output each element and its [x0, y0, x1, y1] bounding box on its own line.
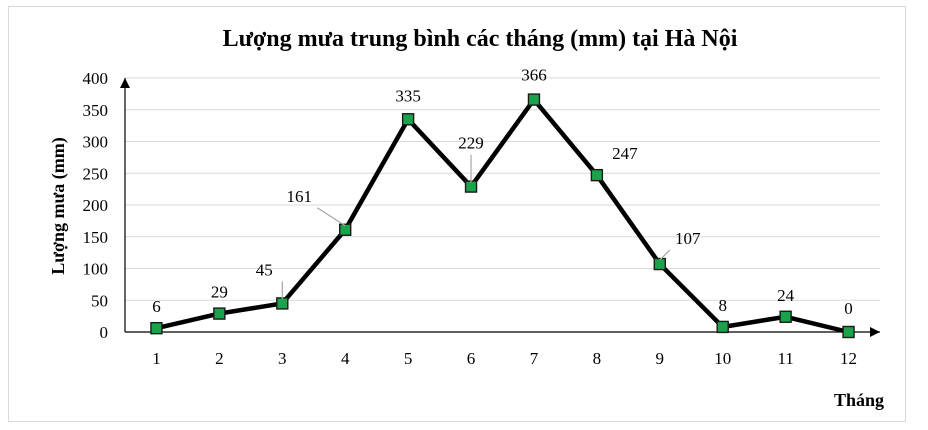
data-point	[779, 310, 792, 323]
leader-line	[659, 249, 671, 261]
data-point	[150, 321, 163, 335]
data-label: 29	[211, 283, 228, 302]
data-label: 229	[458, 134, 484, 153]
x-tick-label: 11	[777, 349, 793, 368]
x-axis-title: Tháng	[834, 390, 884, 410]
y-tick-label: 250	[83, 164, 109, 183]
data-point	[590, 168, 604, 182]
data-labels: 6 29 45 161 335 229 366 247 107 8 24 0	[152, 66, 853, 318]
data-point	[464, 180, 478, 193]
x-tick-label: 9	[656, 349, 665, 368]
data-label: 366	[521, 66, 547, 85]
y-tick-label: 350	[83, 101, 109, 120]
x-tick-label: 6	[467, 349, 476, 368]
data-label: 335	[395, 86, 421, 105]
data-label: 0	[844, 299, 853, 318]
chart-title: Lượng mưa trung bình các tháng (mm) tại …	[223, 26, 738, 52]
data-point	[716, 320, 729, 334]
x-tick-label: 8	[593, 349, 602, 368]
y-tick-label: 400	[83, 69, 109, 88]
y-axis-title: Lượng mưa (mm)	[48, 137, 69, 275]
data-point	[842, 325, 855, 339]
data-point	[213, 307, 226, 320]
x-tick-label: 2	[215, 349, 224, 368]
chart-frame	[8, 6, 906, 422]
y-tick-label: 0	[100, 323, 109, 342]
data-label: 161	[286, 187, 312, 206]
data-label: 24	[777, 286, 795, 305]
y-tick-label: 150	[83, 228, 109, 247]
x-tick-label: 5	[404, 349, 413, 368]
data-label: 107	[675, 229, 701, 248]
x-tick-label: 3	[278, 349, 287, 368]
y-tick-label: 300	[83, 133, 109, 152]
data-label: 8	[718, 296, 727, 315]
x-tick-label: 4	[341, 349, 350, 368]
data-point	[527, 93, 541, 106]
data-point	[401, 113, 415, 126]
gridlines	[125, 77, 880, 301]
y-tick-label: 50	[91, 291, 108, 310]
series-line	[155, 95, 850, 335]
x-tick-label: 1	[152, 349, 161, 368]
data-label: 6	[152, 297, 161, 316]
y-axis-arrow	[120, 78, 130, 88]
data-point	[339, 223, 352, 236]
data-label: 247	[612, 144, 638, 163]
x-tick-labels: 1 2 3 4 5 6 7 8 9 10 11 12	[152, 349, 857, 368]
data-label: 45	[256, 260, 273, 279]
y-tick-label: 200	[83, 196, 109, 215]
x-tick-label: 7	[530, 349, 539, 368]
leader-line	[316, 207, 346, 227]
data-point	[653, 257, 666, 271]
y-tick-label: 100	[83, 260, 109, 279]
x-tick-label: 12	[840, 349, 857, 368]
series-rainfall	[150, 93, 855, 339]
x-axis-arrow	[870, 327, 880, 337]
data-point	[276, 297, 289, 310]
axes	[120, 78, 880, 337]
x-tick-label: 10	[714, 349, 731, 368]
y-tick-labels: 0 50 100 150 200 250 300 350 400	[83, 69, 109, 342]
